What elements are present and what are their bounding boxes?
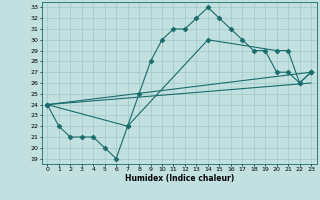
X-axis label: Humidex (Indice chaleur): Humidex (Indice chaleur) [124, 174, 234, 183]
